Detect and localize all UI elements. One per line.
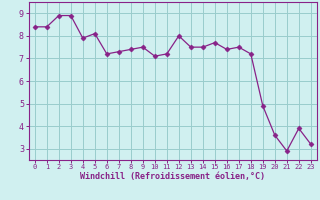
X-axis label: Windchill (Refroidissement éolien,°C): Windchill (Refroidissement éolien,°C) [80, 172, 265, 181]
